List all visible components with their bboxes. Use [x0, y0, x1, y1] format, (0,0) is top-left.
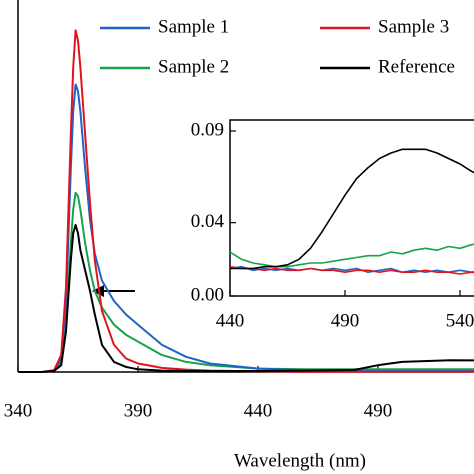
legend-label: Sample 1 [158, 16, 229, 37]
y-tick-label: 0.04 [191, 211, 225, 232]
legend-label: Sample 3 [378, 16, 449, 37]
series-line [229, 265, 474, 273]
x-tick-label: 490 [331, 310, 360, 331]
x-tick-label: 540 [446, 310, 474, 331]
series-line [18, 29, 474, 373]
legend-label: Sample 2 [158, 56, 229, 77]
y-tick-label: 0.09 [191, 119, 224, 140]
series-line [229, 265, 474, 275]
arrow-head [92, 285, 104, 297]
x-tick-label: 490 [364, 400, 393, 421]
legend-label: Reference [378, 56, 455, 77]
series-line [230, 148, 474, 270]
y-tick-label: 0.00 [191, 284, 224, 305]
x-tick-label: 340 [4, 400, 33, 421]
series-line [18, 223, 474, 373]
x-tick-label: 440 [216, 310, 245, 331]
x-tick-label: 390 [124, 400, 153, 421]
x-tick-label: 440 [244, 400, 273, 421]
x-axis-label: Wavelength (nm) [234, 450, 366, 471]
